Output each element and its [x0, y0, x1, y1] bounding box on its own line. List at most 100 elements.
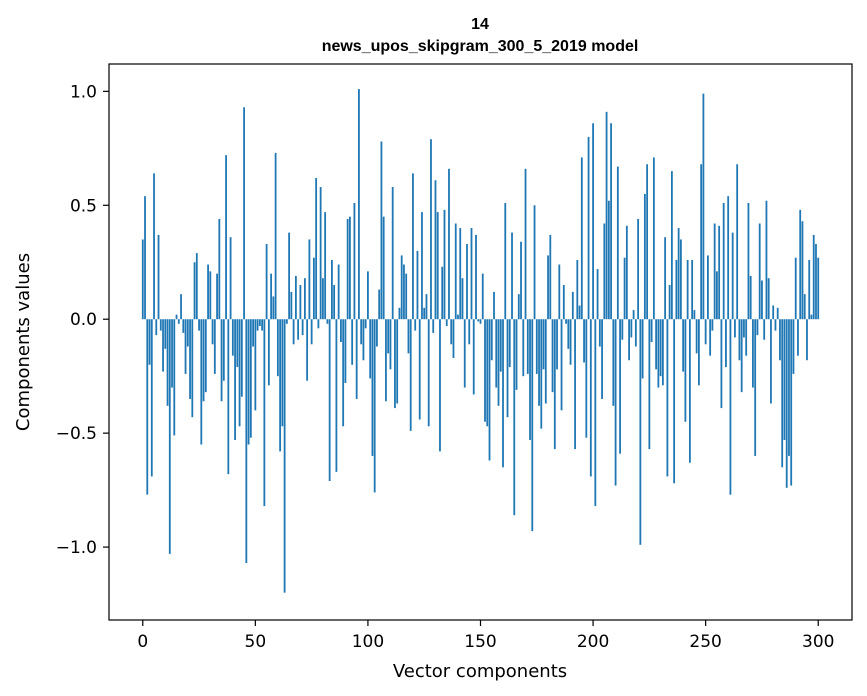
- bar-55: [265, 244, 268, 320]
- bar-21: [189, 319, 191, 399]
- bar-26: [200, 319, 203, 445]
- bar-12: [168, 319, 171, 554]
- bar-203: [598, 319, 601, 347]
- bar-114: [398, 307, 401, 320]
- bar-16: [177, 319, 180, 324]
- bar-169: [522, 319, 525, 377]
- bar-77: [315, 177, 318, 320]
- bar-300: [817, 257, 820, 320]
- bar-139: [454, 223, 457, 320]
- bar-283: [779, 319, 781, 361]
- bar-177: [540, 319, 543, 429]
- bar-292: [799, 209, 802, 320]
- bar-190: [569, 319, 572, 365]
- bar-58: [272, 296, 275, 320]
- bar-25: [198, 319, 200, 331]
- bar-245: [693, 310, 696, 320]
- bar-122: [416, 250, 419, 320]
- bar-247: [698, 319, 700, 386]
- bar-125: [423, 307, 426, 320]
- bar-95: [355, 319, 358, 399]
- bar-72: [303, 278, 306, 320]
- bar-94: [353, 203, 356, 320]
- bar-299: [815, 244, 817, 320]
- bar-141: [459, 228, 462, 320]
- bar-248: [700, 164, 703, 320]
- bar-188: [565, 319, 567, 324]
- bar-246: [695, 319, 698, 354]
- bar-219: [634, 319, 637, 347]
- bar-237: [675, 259, 678, 320]
- bar-9: [162, 319, 164, 372]
- x-tick-label-250: 250: [689, 632, 721, 652]
- bar-119: [409, 319, 412, 431]
- bar-228: [655, 319, 658, 370]
- bar-41: [234, 319, 236, 440]
- bar-243: [688, 319, 691, 463]
- bar-144: [466, 244, 468, 320]
- bar-222: [641, 319, 644, 379]
- bar-264: [736, 164, 739, 320]
- bar-175: [535, 319, 538, 374]
- bar-0: [141, 239, 144, 320]
- y-axis-ticks: −1.0 −0.5 0.0 0.5 1.0: [56, 82, 109, 558]
- bar-167: [517, 294, 520, 320]
- bar-221: [639, 319, 642, 545]
- bar-98: [362, 319, 365, 361]
- bar-193: [576, 259, 579, 320]
- bar-143: [463, 319, 466, 388]
- bar-84: [331, 259, 333, 320]
- bar-67: [292, 319, 295, 345]
- bar-140: [457, 314, 459, 320]
- bar-273: [756, 319, 759, 336]
- bar-270: [749, 275, 752, 320]
- bar-8: [159, 319, 162, 331]
- y-axis-label: Components values: [13, 253, 34, 431]
- bar-226: [650, 319, 653, 342]
- bar-18: [182, 319, 185, 333]
- bar-185: [558, 264, 561, 320]
- x-tick-label-200: 200: [577, 632, 609, 652]
- bar-79: [319, 187, 322, 320]
- bar-199: [589, 319, 592, 477]
- bar-180: [547, 255, 549, 320]
- bar-249: [702, 93, 705, 320]
- bar-262: [731, 232, 734, 320]
- bar-233: [666, 319, 669, 477]
- bar-27: [202, 319, 205, 402]
- bar-184: [556, 319, 558, 370]
- bar-30: [209, 271, 212, 320]
- bar-57: [270, 273, 273, 320]
- bar-179: [544, 319, 547, 404]
- bar-108: [385, 319, 387, 402]
- x-axis-label: Vector components: [393, 661, 567, 682]
- bar-206: [605, 111, 608, 320]
- bar-234: [668, 285, 671, 320]
- bar-88: [340, 319, 342, 342]
- bar-71: [301, 319, 304, 336]
- bar-129: [432, 319, 435, 333]
- bar-154: [488, 319, 491, 461]
- bar-14: [173, 319, 176, 436]
- bar-112: [394, 319, 396, 409]
- bar-93: [351, 319, 354, 365]
- bar-82: [326, 319, 329, 324]
- bar-240: [682, 319, 685, 372]
- bar-118: [407, 319, 410, 354]
- bar-11: [166, 319, 169, 406]
- bar-296: [808, 259, 811, 320]
- bar-297: [810, 314, 813, 320]
- bar-148: [475, 234, 477, 320]
- bar-68: [294, 275, 297, 320]
- bar-103: [373, 319, 376, 493]
- bar-216: [628, 319, 630, 361]
- bar-278: [767, 278, 770, 320]
- bar-198: [587, 136, 590, 320]
- bar-85: [333, 285, 336, 320]
- bar-298: [812, 234, 815, 320]
- bar-56: [267, 319, 270, 386]
- bar-183: [553, 319, 556, 450]
- bar-145: [468, 319, 471, 345]
- bar-31: [211, 319, 214, 345]
- bar-289: [792, 319, 795, 374]
